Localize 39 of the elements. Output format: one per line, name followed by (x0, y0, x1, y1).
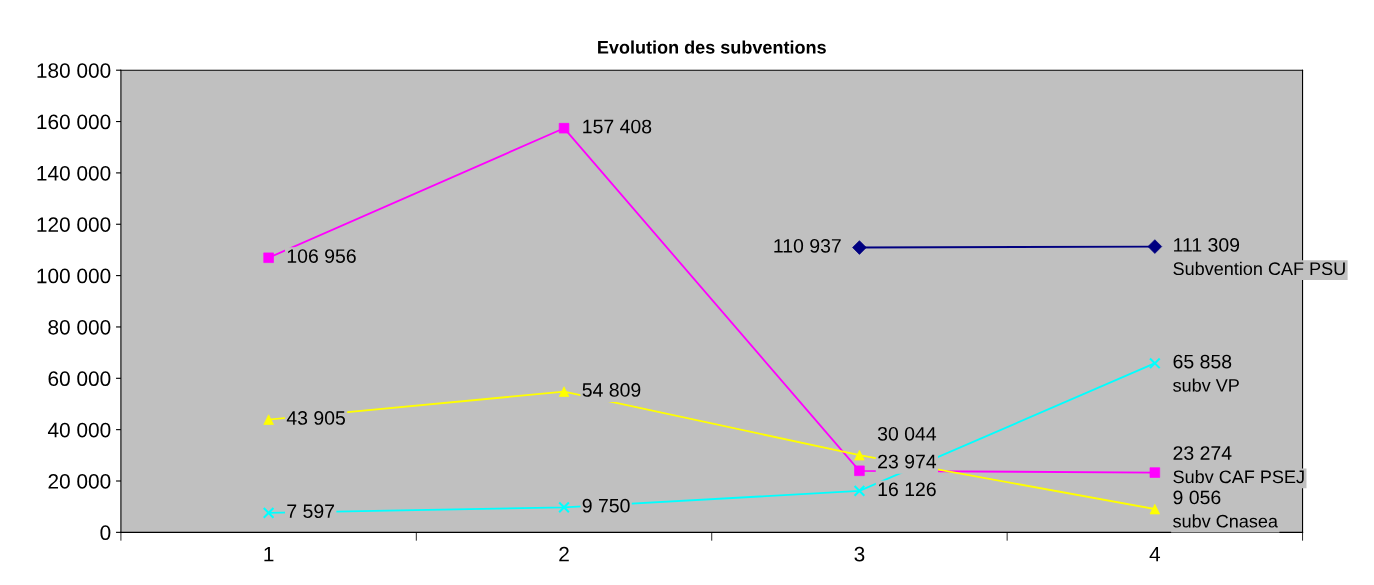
data-label: 106 956 (287, 249, 356, 263)
data-label: 111 309 (1174, 238, 1240, 252)
series-label: Subv CAF PSEJ (1173, 469, 1304, 484)
y-tick-label: 80 000 (48, 319, 111, 335)
y-tick-label: 20 000 (48, 474, 111, 489)
data-label: 7 597 (287, 504, 335, 519)
data-label: 9 056 (1173, 490, 1221, 505)
data-label: 30 044 (877, 426, 937, 441)
y-tick-label: 40 000 (47, 422, 111, 438)
point (262, 506, 275, 519)
y-tick-label: 160 000 (37, 114, 111, 130)
x-tick-label: 2 (559, 546, 569, 562)
point (1148, 357, 1161, 370)
y-tick-label: 140 000 (37, 165, 111, 181)
y-tick-label: 60 000 (48, 371, 111, 387)
data-label: 65 858 (1173, 354, 1232, 369)
y-tick-label: 120 000 (37, 217, 111, 232)
data-label: 9 750 (582, 498, 630, 513)
series-label: subv Cnasea (1173, 514, 1278, 528)
x-tick-label: 1 (264, 547, 274, 562)
chart-title: Evolution des subventions (598, 40, 826, 54)
point (558, 501, 570, 514)
x-tick-label: 4 (1149, 547, 1161, 562)
data-label: 16 126 (878, 482, 936, 497)
point (558, 122, 570, 134)
data-label: 157 408 (583, 119, 652, 134)
series-label: Subvention CAF PSU (1173, 261, 1345, 276)
y-tick-label: 100 000 (37, 268, 111, 284)
data-label: 110 937 (774, 238, 841, 253)
y-tick-label: 0 (100, 525, 111, 541)
point (853, 485, 866, 497)
data-label: 23 274 (1173, 446, 1232, 460)
data-label: 54 809 (582, 383, 641, 397)
point (1147, 239, 1163, 254)
data-label: 43 905 (286, 411, 345, 425)
data-label: 23 974 (878, 454, 937, 469)
y-tick-label: 180 000 (37, 63, 111, 78)
series-label: subv VP (1173, 378, 1239, 392)
x-tick-label: 3 (854, 546, 865, 562)
